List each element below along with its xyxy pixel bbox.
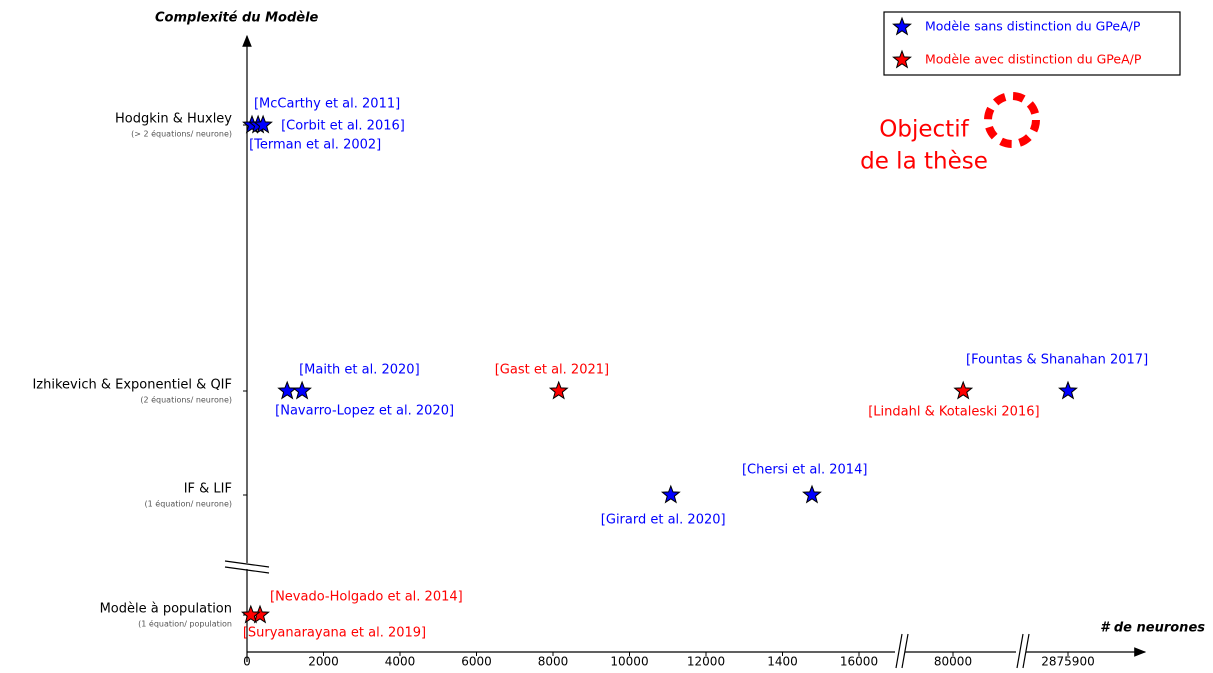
x-axis-title: # de neurones — [1100, 621, 1205, 636]
x-tick-label: 0 — [243, 655, 251, 669]
x-tick-label: 2875900 — [1041, 655, 1094, 669]
point — [1058, 380, 1078, 400]
legend-marker — [892, 49, 912, 69]
point-label: [Lindahl & Kotaleski 2016] — [868, 405, 1039, 420]
x-tick-label: 6000 — [461, 655, 492, 669]
point-label: [Corbit et al. 2016] — [281, 119, 405, 134]
point — [253, 114, 273, 134]
legend-marker — [892, 16, 912, 36]
x-tick-label: 12000 — [687, 655, 725, 669]
x-tick-label: 2000 — [308, 655, 339, 669]
point-label: [McCarthy et al. 2011] — [254, 97, 400, 112]
point — [277, 380, 298, 400]
x-tick-label: 8000 — [538, 655, 569, 669]
point — [292, 380, 312, 400]
point-label: [Nevado-Holgado et al. 2014] — [270, 590, 463, 605]
goal-circle — [984, 92, 1040, 148]
level-note: (1 équation/ neurone) — [145, 499, 232, 509]
x-tick-label: 4000 — [385, 655, 416, 669]
level-label: IF & LIF — [184, 482, 232, 497]
point-label: [Gast et al. 2021] — [495, 363, 609, 378]
point — [802, 484, 822, 504]
y-axis-title: Complexité du Modèle — [155, 11, 319, 26]
annotation: Objectif — [879, 117, 969, 143]
x-tick-label: 16000 — [840, 655, 878, 669]
level-note: (> 2 équations/ neurone) — [131, 129, 232, 139]
point-label: [Chersi et al. 2014] — [742, 463, 867, 478]
level-label: Hodgkin & Huxley — [115, 112, 232, 127]
point-label: [Maith et al. 2020] — [299, 363, 420, 378]
x-tick-label: 1400 — [767, 655, 798, 669]
level-note: (1 équation/ population — [138, 619, 232, 629]
annotation: de la thèse — [860, 149, 988, 175]
legend-label: Modèle sans distinction du GPeA/P — [925, 19, 1141, 34]
legend-label: Modèle avec distinction du GPeA/P — [925, 52, 1142, 67]
axis-breaks — [223, 559, 1030, 670]
x-tick-label: 10000 — [610, 655, 648, 669]
point — [953, 380, 974, 400]
x-tick-label: 80000 — [934, 655, 972, 669]
point-label: [Navarro-Lopez et al. 2020] — [275, 404, 454, 419]
point-label: [Terman et al. 2002] — [249, 138, 381, 153]
point-label: [Fountas & Shanahan 2017] — [966, 353, 1148, 368]
level-label: Modèle à population — [100, 602, 232, 617]
point — [240, 604, 261, 624]
level-note: (2 équations/ neurone) — [140, 395, 232, 405]
legend-box — [883, 11, 1181, 76]
point — [548, 380, 569, 400]
point-label: [Suryanarayana et al. 2019] — [243, 626, 426, 641]
point-label: [Girard et al. 2020] — [601, 513, 726, 528]
level-label: Izhikevich & Exponentiel & QIF — [32, 378, 232, 393]
point — [660, 484, 681, 504]
